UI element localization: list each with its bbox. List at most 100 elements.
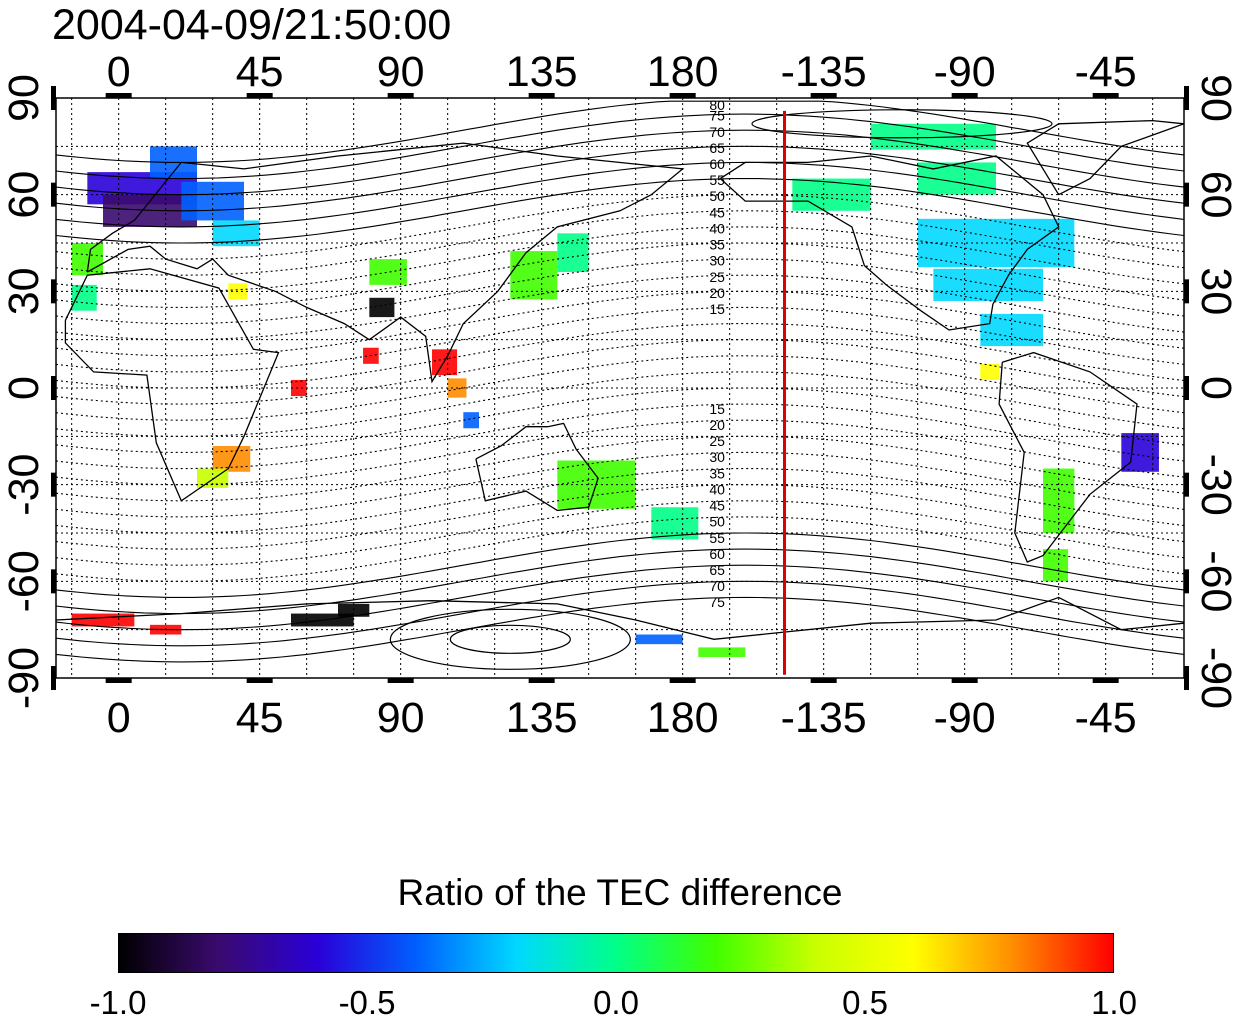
contour-label: 55 [709, 172, 725, 188]
x-tick-label-top: 135 [506, 48, 578, 96]
contour-labels: 8075706560555045403530252015152025303540… [709, 97, 725, 610]
tick-mark [1184, 666, 1189, 690]
tec-patch [870, 123, 996, 150]
contour-label: 75 [709, 108, 725, 124]
tick-mark [246, 678, 273, 683]
x-tick-label-bottom: 135 [506, 694, 578, 742]
colorbar-tick-label: -0.5 [338, 984, 396, 1021]
contour-line [55, 306, 1185, 373]
contour-oval [449, 624, 571, 654]
contour-label: 15 [709, 301, 725, 317]
y-tick-label-right: 90 [1192, 74, 1240, 122]
tec-patch [369, 259, 407, 285]
y-tick-label-left: -60 [0, 550, 48, 612]
tick-mark [51, 376, 56, 400]
contour-line [55, 564, 1185, 631]
colorbar-tick-label: -1.0 [89, 984, 147, 1021]
tec-patch [917, 162, 996, 195]
y-tick-label-right: 60 [1192, 171, 1240, 219]
tick-mark [51, 666, 56, 690]
contour-line [55, 532, 1185, 598]
colorbar-tick-label: 1.0 [1091, 984, 1137, 1021]
tec-patch [463, 412, 479, 429]
contour-oval [751, 109, 1053, 139]
tec-patch [212, 446, 251, 472]
x-tick-label-top: -45 [1075, 48, 1137, 96]
contour-line [55, 113, 1185, 180]
colorbar-tick-label: 0.0 [593, 984, 639, 1021]
tick-mark [1184, 569, 1189, 594]
x-tick-label-bottom: -45 [1075, 694, 1137, 742]
tick-mark [669, 93, 696, 98]
contour-line [55, 210, 1185, 276]
tick-mark [105, 678, 132, 683]
y-tick-label-left: 0 [0, 376, 48, 400]
contour-label: 65 [709, 562, 725, 578]
coastline-path [55, 596, 1185, 640]
coastline-path [86, 142, 685, 384]
y-tick-label-left: -90 [0, 647, 48, 709]
y-tick-label-right: 30 [1192, 267, 1240, 315]
contour-line [55, 580, 1185, 647]
contour-line [55, 194, 1185, 260]
contour-label: 35 [709, 465, 725, 481]
tick-mark [669, 678, 696, 683]
x-tick-label-top: 45 [236, 48, 284, 96]
contour-line [55, 403, 1185, 470]
contour-label: 60 [709, 156, 725, 172]
contour-label: 80 [709, 97, 725, 113]
tick-mark [528, 678, 555, 683]
tec-patch [980, 363, 1000, 380]
tick-mark [51, 182, 56, 207]
contour-label: 50 [709, 188, 725, 204]
tick-mark [51, 86, 56, 110]
contour-line [55, 419, 1185, 486]
x-tick-label-bottom: -135 [781, 694, 867, 742]
x-tick-label-top: 180 [647, 48, 719, 96]
tec-patch [557, 233, 589, 272]
contour-label: 35 [709, 237, 725, 253]
contour-line [55, 548, 1185, 615]
axis-ticks: 0 0 45 45 90 90 135 135 180 180 -135 -135 -90 -90 -45 -… [0, 48, 1240, 742]
contour-label: 65 [709, 140, 725, 156]
tec-patch [291, 379, 307, 397]
x-tick-label-bottom: 180 [647, 694, 719, 742]
y-tick-label-right: 0 [1192, 376, 1240, 400]
contour-line [55, 323, 1185, 389]
contour-line [55, 500, 1185, 566]
contour-label: 45 [709, 204, 725, 220]
colorbar [118, 933, 1114, 973]
contour-line [55, 178, 1185, 244]
tec-patch [698, 647, 746, 658]
contour-line [55, 258, 1185, 325]
tec-patch [338, 603, 370, 617]
colorbar-title: Ratio of the TEC difference [397, 872, 843, 913]
tick-mark [1184, 182, 1189, 207]
contour-line [55, 484, 1185, 550]
contour-label: 70 [709, 578, 725, 594]
contour-label: 25 [709, 269, 725, 285]
magnetic-latitude-contours [55, 100, 1185, 670]
tick-mark [1184, 376, 1189, 400]
contour-line [55, 161, 1185, 228]
tec-patch [1121, 433, 1159, 472]
tec-patch [369, 297, 395, 318]
tick-mark [1184, 472, 1189, 497]
contour-line [55, 339, 1185, 405]
tec-patch [1043, 549, 1069, 582]
y-tick-label-left: 90 [0, 74, 48, 122]
tec-patch [510, 251, 558, 300]
tec-patch [71, 284, 97, 311]
x-tick-label-top: -135 [781, 48, 867, 96]
contour-oval [389, 608, 631, 670]
contour-label: 55 [709, 530, 725, 546]
tick-mark [1092, 678, 1119, 683]
tick-mark [528, 93, 555, 98]
contour-line [55, 596, 1185, 663]
x-tick-label-bottom: 0 [107, 694, 131, 742]
tick-mark [810, 678, 837, 683]
contour-label: 15 [709, 401, 725, 417]
contour-label: 50 [709, 514, 725, 530]
tick-mark [51, 279, 56, 304]
